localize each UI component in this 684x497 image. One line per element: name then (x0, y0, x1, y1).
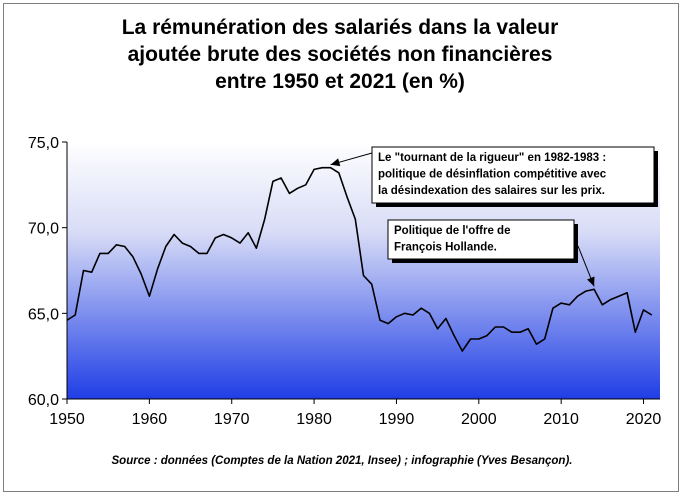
series-line (66, 166, 653, 352)
x-tick-label: 1950 (49, 411, 85, 428)
chart-source: Source : données (Comptes de la Nation 2… (111, 455, 573, 467)
tick-labels: 60,0 65,0 70,0 75,0 1950 1960 1970 1980 1990 2000… (28, 135, 662, 428)
x-tick-label: 2000 (461, 411, 497, 428)
x-tick-label: 2010 (543, 411, 579, 428)
chart-title-line-2: ajoutée brute des sociétés non financièr… (127, 43, 553, 66)
y-tick-label: 65,0 (28, 306, 59, 323)
annotation-arrowhead (587, 276, 595, 287)
y-tick-label: 60,0 (28, 392, 59, 409)
chart-title-line-3: entre 1950 et 2021 (en %) (215, 70, 465, 93)
annotations-layer: Le "tournant de la rigueur" en 1982-1983… (330, 146, 658, 287)
chart-title: La rémunération des salariés dans la val… (60, 14, 620, 95)
annotation-arrowhead (330, 158, 341, 167)
y-tick-label: 75,0 (28, 135, 59, 152)
x-tick-label: 2020 (626, 411, 662, 428)
annotation-box (387, 219, 575, 260)
x-tick-label: 1980 (296, 411, 332, 428)
annotation-1: Le "tournant de la rigueur" en 1982-1983… (330, 146, 658, 207)
annotation-text-line: Politique de l'offre de (394, 225, 510, 237)
annotation-text-line: politique de désinflation compétitive av… (378, 169, 607, 181)
x-tick-label: 1990 (379, 411, 415, 428)
series-layer (66, 166, 653, 352)
annotation-text-line: la désindexation des salaires sur les pr… (378, 185, 605, 197)
annotation-text-line: François Hollande. (394, 242, 497, 254)
annotation-box (371, 146, 655, 204)
x-tick-label: 1970 (214, 411, 250, 428)
annotation-2: Politique de l'offre de François Hollande… (387, 219, 595, 287)
annotation-text-line: Le "tournant de la rigueur" en 1982-1983… (378, 152, 606, 164)
axes (62, 141, 660, 404)
chart-title-line-1: La rémunération des salariés dans la val… (121, 16, 559, 39)
y-tick-label: 70,0 (28, 221, 59, 238)
x-tick-label: 1960 (132, 411, 168, 428)
